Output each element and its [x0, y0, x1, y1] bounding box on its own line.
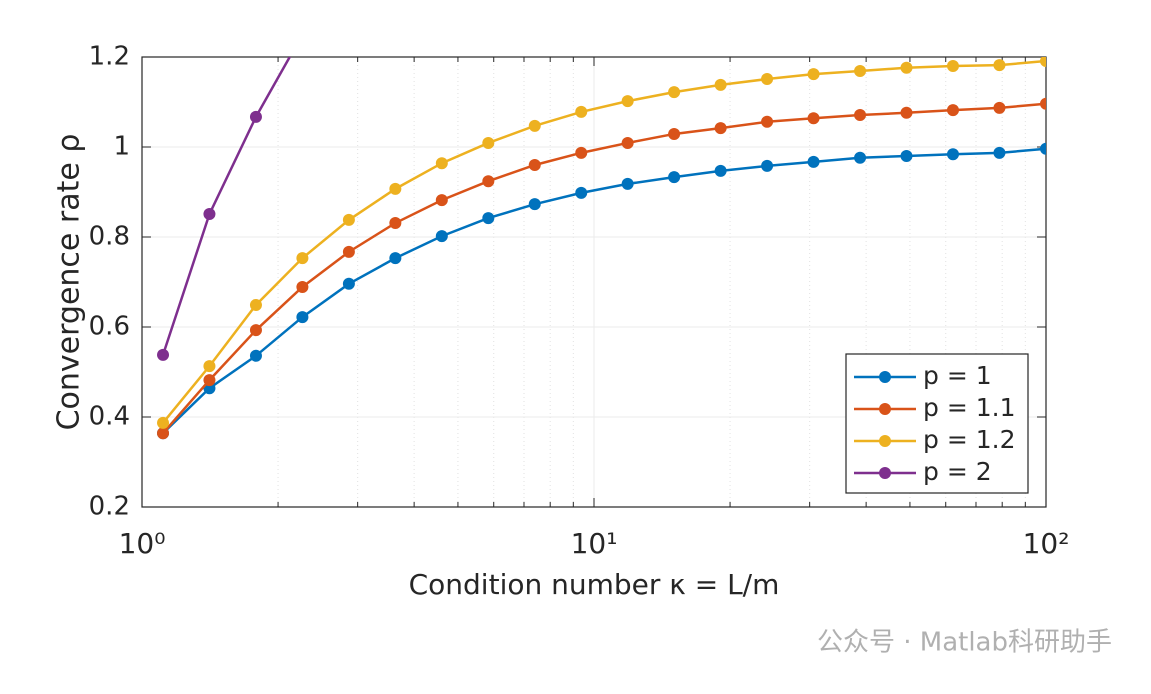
data-point: [435, 194, 448, 207]
data-point: [296, 311, 309, 324]
legend-label: p = 1.1: [923, 393, 1015, 422]
data-point: [761, 159, 774, 172]
data-point: [435, 230, 448, 243]
data-point: [900, 150, 913, 162]
data-point: [249, 298, 262, 311]
data-point: [946, 104, 959, 117]
x-tick-label: 10⁰: [119, 527, 166, 560]
data-point: [854, 64, 867, 77]
data-point: [528, 198, 541, 211]
x-tick-label: 10¹: [571, 527, 618, 560]
data-point: [389, 217, 402, 230]
data-point: [621, 136, 634, 149]
plot-series: [157, 29, 1046, 440]
data-point: [528, 159, 541, 171]
data-point: [1040, 97, 1046, 110]
series-line: [162, 59, 1046, 424]
data-point: [296, 280, 309, 293]
y-tick-label: 0.2: [89, 492, 130, 522]
y-tick-label: 1: [113, 132, 130, 162]
data-point: [482, 175, 495, 188]
data-point: [714, 122, 727, 135]
data-point: [203, 208, 216, 221]
data-point: [714, 164, 727, 177]
data-point: [249, 324, 262, 337]
data-point: [203, 374, 216, 387]
data-point: [900, 106, 913, 119]
y-tick-label: 1.2: [89, 42, 130, 72]
y-tick-label: 0.6: [89, 312, 130, 342]
y-axis-label: Convergence rate ρ: [52, 134, 87, 431]
data-point: [668, 171, 681, 184]
legend-marker: [879, 371, 891, 383]
data-point: [249, 110, 262, 123]
data-point: [157, 348, 170, 361]
data-point: [621, 177, 634, 190]
data-point: [157, 427, 170, 440]
data-point: [946, 60, 959, 72]
data-point: [342, 245, 355, 258]
data-point: [668, 86, 681, 99]
axes-box: [141, 56, 1047, 508]
data-point: [342, 277, 355, 290]
data-point: [435, 157, 448, 170]
data-point: [482, 212, 495, 225]
data-point: [900, 61, 913, 74]
data-point: [482, 136, 495, 149]
data-point: [296, 252, 309, 265]
data-point: [993, 146, 1006, 159]
data-point: [714, 78, 727, 91]
data-point: [1040, 142, 1046, 155]
data-point: [946, 148, 959, 161]
y-tick-label: 0.4: [89, 402, 130, 432]
data-point: [1040, 57, 1046, 68]
legend-marker: [879, 467, 891, 479]
data-point: [807, 112, 820, 125]
legend-marker: [879, 435, 891, 447]
data-point: [993, 59, 1006, 72]
series-line: [162, 102, 1046, 435]
x-axis-label: Condition number κ = L/m: [409, 568, 780, 601]
data-point: [528, 119, 541, 132]
data-point: [249, 349, 262, 362]
data-point: [761, 73, 774, 86]
data-point: [993, 101, 1006, 114]
series-line: [162, 147, 1046, 435]
data-point: [203, 360, 216, 373]
x-tick-label: 10²: [1023, 527, 1070, 560]
data-point: [807, 155, 820, 168]
data-point: [157, 416, 170, 429]
data-point: [668, 127, 681, 140]
data-point: [342, 213, 355, 226]
series-line: [161, 57, 292, 356]
legend-label: p = 1.2: [923, 425, 1015, 454]
data-point: [389, 252, 402, 265]
data-point: [854, 151, 867, 164]
data-point: [807, 68, 820, 81]
data-point: [761, 115, 774, 128]
y-tick-label: 0.8: [89, 222, 130, 252]
data-point: [854, 109, 867, 122]
legend-label: p = 1: [923, 361, 992, 390]
data-point: [575, 186, 588, 199]
data-point: [621, 95, 634, 108]
data-point: [296, 29, 308, 41]
data-point: [575, 105, 588, 118]
watermark: 公众号 · Matlab科研助手: [817, 628, 1112, 658]
data-point: [389, 182, 402, 195]
legend-marker: [879, 403, 891, 415]
data-point: [575, 146, 588, 159]
legend-label: p = 2: [923, 457, 992, 486]
